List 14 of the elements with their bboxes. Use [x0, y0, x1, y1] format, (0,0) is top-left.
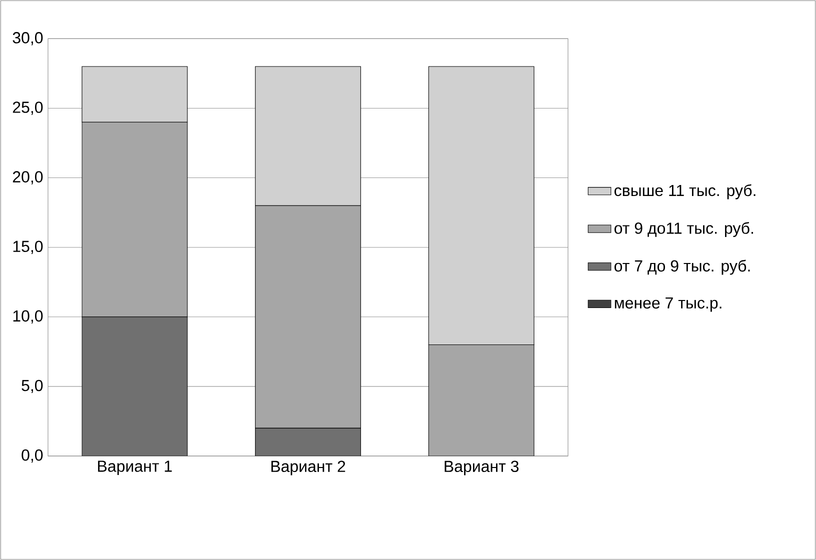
y-tick-label: 30,0 [12, 32, 43, 46]
y-tick-label: 10,0 [13, 310, 43, 324]
y-tick-label: 20,0 [12, 171, 43, 184]
legend-label: свыше 11 тыс. руб. [614, 184, 756, 200]
y-tick-label: 15,0 [13, 240, 43, 254]
x-tick-label: Вариант 2 [271, 460, 346, 476]
legend-label: от 9 до11 тыс. руб. [614, 222, 754, 238]
x-tick-label: Вариант 1 [98, 460, 172, 476]
legend-label: от 7 до 9 тыс. руб. [614, 260, 750, 275]
y-tick-label: 25,0 [12, 102, 43, 115]
legend-label: менее 7 тыс.р. [614, 297, 722, 312]
y-tick-label: 5,0 [22, 380, 43, 394]
y-tick-label: 0,0 [22, 449, 43, 463]
x-tick-label: Вариант 3 [444, 460, 519, 476]
